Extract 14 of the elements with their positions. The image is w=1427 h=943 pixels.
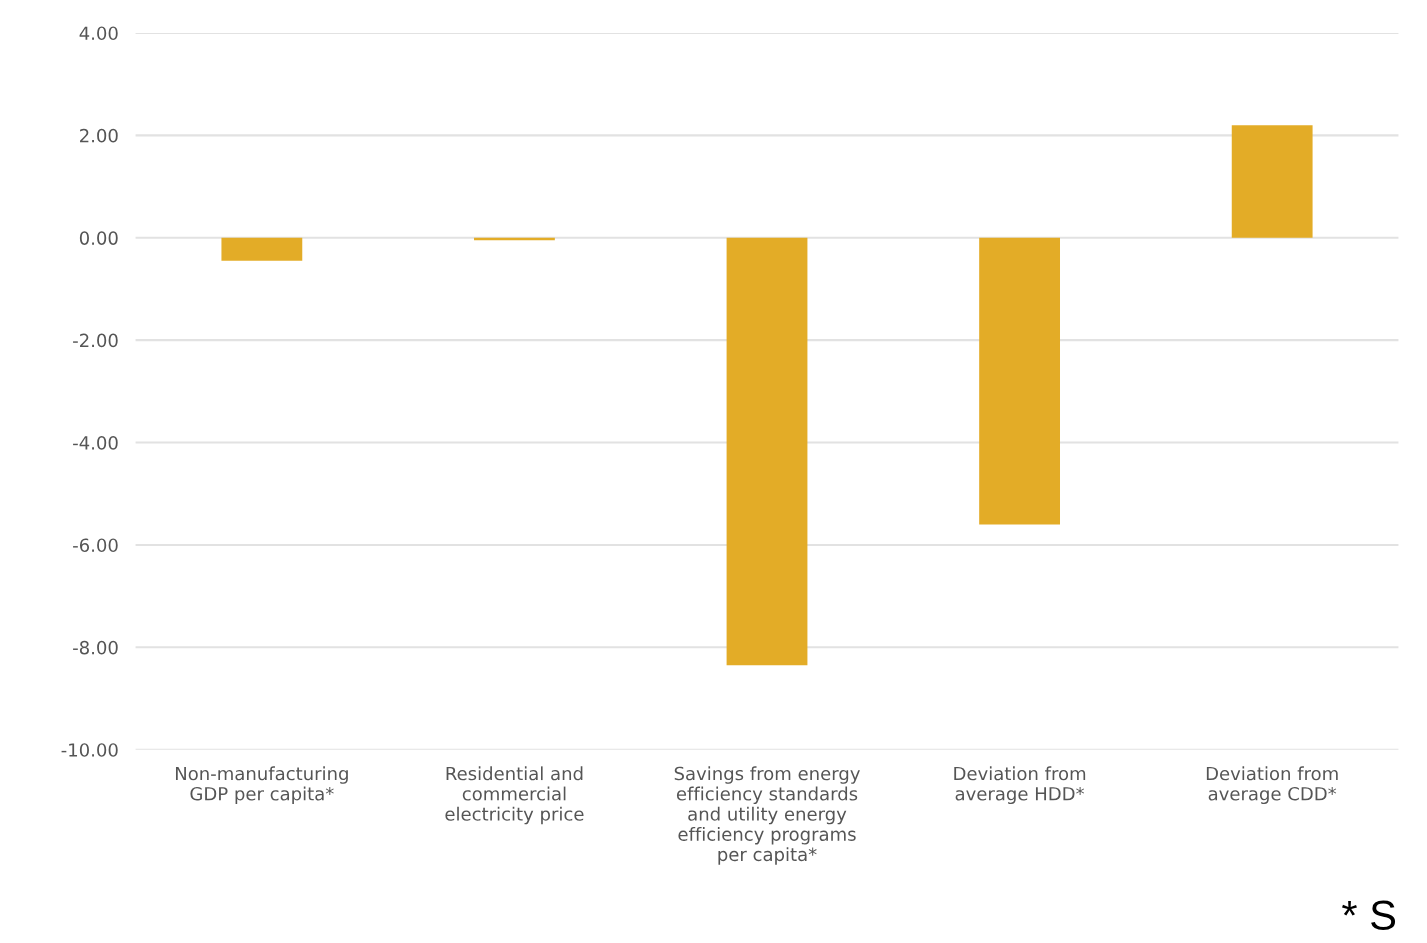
x-tick-label: Non-manufacturing GDP per capita*: [175, 766, 348, 805]
y-tick-label: -6.00: [73, 538, 118, 553]
y-tick-label: -2.00: [73, 333, 118, 348]
y-tick-label: -10.00: [61, 743, 118, 757]
y-tick-label: -8.00: [73, 640, 118, 655]
y-tick-label: 0.00: [79, 231, 118, 245]
x-tick-label: Deviation from average HDD*: [954, 766, 1086, 805]
y-tick-label: -4.00: [73, 436, 118, 450]
text: * S: [1342, 900, 1396, 931]
y-tick-label: 2.00: [80, 128, 118, 143]
x-tick-label: Savings from energy efficiency standards and utility energy efficiency programs per capita*: [674, 766, 860, 865]
x-tick-label: Residential and commercial electricity price: [445, 766, 584, 825]
y-tick-label: 4.00: [79, 26, 118, 41]
x-tick-label: Deviation from average CDD*: [1206, 766, 1338, 805]
